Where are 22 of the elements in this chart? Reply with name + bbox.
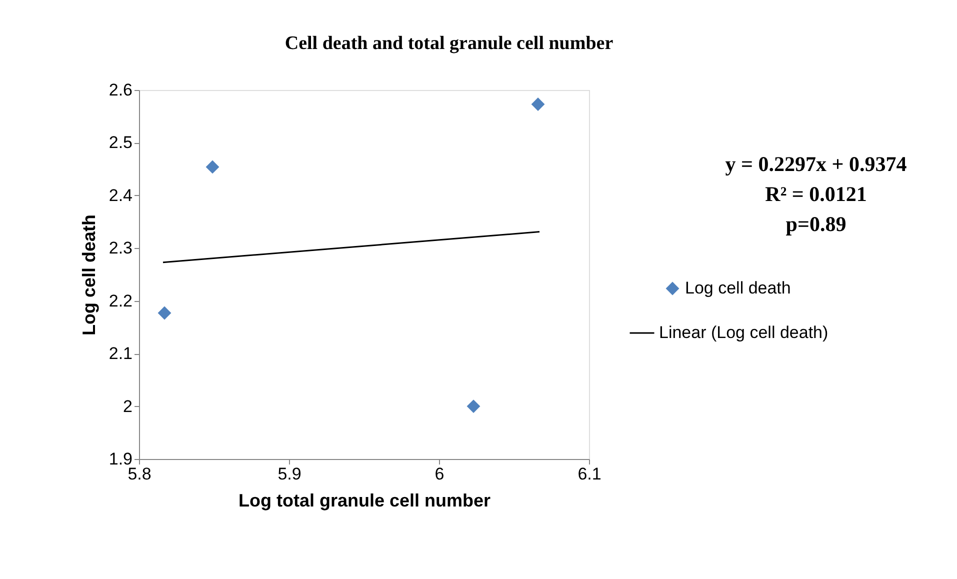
x-axis-title: Log total granule cell number — [238, 490, 491, 510]
point — [158, 306, 172, 320]
y-tick-label: 2.6 — [108, 80, 132, 100]
x-tick-label: 5.9 — [278, 464, 302, 484]
legend-label: Log cell death — [685, 278, 791, 298]
x-tick-label: 6.1 — [578, 464, 602, 484]
point — [531, 98, 545, 111]
y-axis-title: Log cell death — [78, 214, 99, 336]
x-tick-label: 6 — [434, 464, 444, 484]
y-tick-label: 2 — [123, 396, 132, 416]
y-tick-label: 2.2 — [108, 291, 132, 310]
text: p=0.89 — [786, 212, 846, 236]
point — [206, 160, 220, 174]
y-tick-label: 2.3 — [108, 238, 132, 258]
y-tick-label: 2.4 — [108, 186, 132, 205]
text: R² = 0.0121 — [765, 182, 867, 206]
chart-title: Cell death and total granule cell number — [284, 33, 614, 54]
y-tick-label: 2.5 — [108, 133, 132, 152]
text: y = 0.2297x + 0.9374 — [725, 152, 908, 176]
point — [466, 400, 480, 413]
y-tick-label: 2.1 — [108, 344, 132, 364]
legend-label: Linear (Log cell death) — [659, 323, 828, 342]
